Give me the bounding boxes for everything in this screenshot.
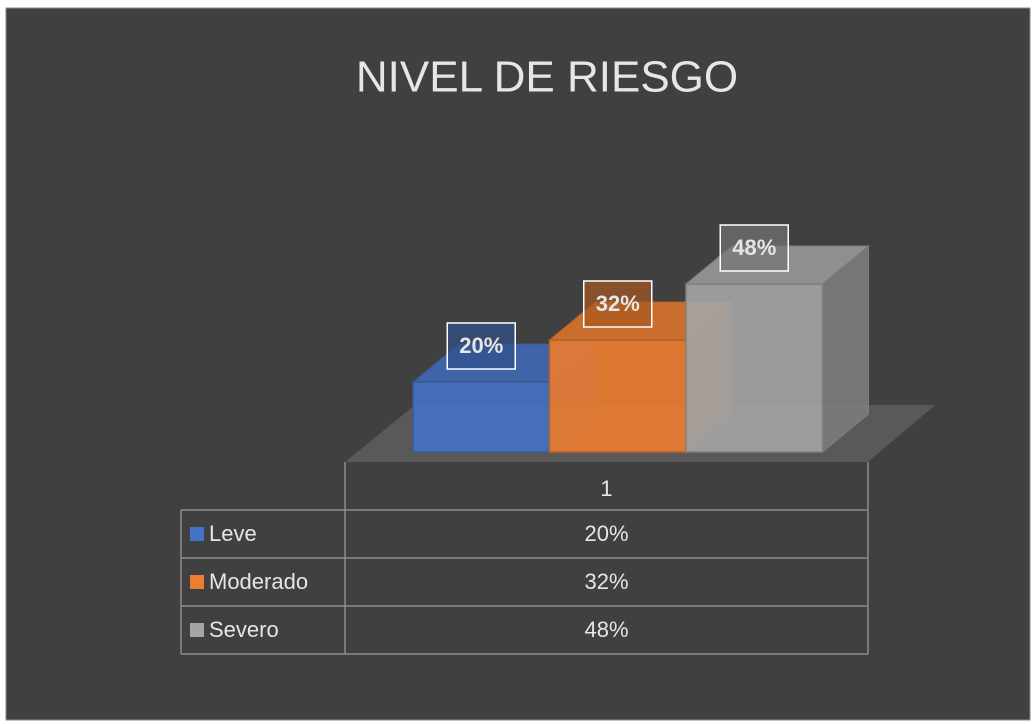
bar bbox=[684, 244, 870, 454]
legend-swatch bbox=[190, 623, 204, 637]
legend-label: Severo bbox=[209, 617, 279, 642]
bar-front bbox=[685, 283, 824, 453]
legend-swatch bbox=[190, 575, 204, 589]
value-label: 20% bbox=[459, 333, 503, 358]
legend-swatch bbox=[190, 527, 204, 541]
bar-front bbox=[412, 381, 551, 453]
table-cell: 32% bbox=[584, 569, 628, 594]
value-label: 32% bbox=[596, 291, 640, 316]
bar-front bbox=[548, 339, 687, 453]
table-header: 1 bbox=[600, 476, 612, 501]
value-label-box bbox=[719, 224, 789, 272]
value-label: 48% bbox=[732, 235, 776, 260]
table-cell: 48% bbox=[584, 617, 628, 642]
legend-label: Leve bbox=[209, 521, 257, 546]
table-cell: 20% bbox=[584, 521, 628, 546]
legend-label: Moderado bbox=[209, 569, 308, 594]
value-label-box bbox=[446, 322, 516, 370]
value-label-box bbox=[583, 280, 653, 328]
chart-title: NIVEL DE RIESGO bbox=[356, 53, 738, 102]
